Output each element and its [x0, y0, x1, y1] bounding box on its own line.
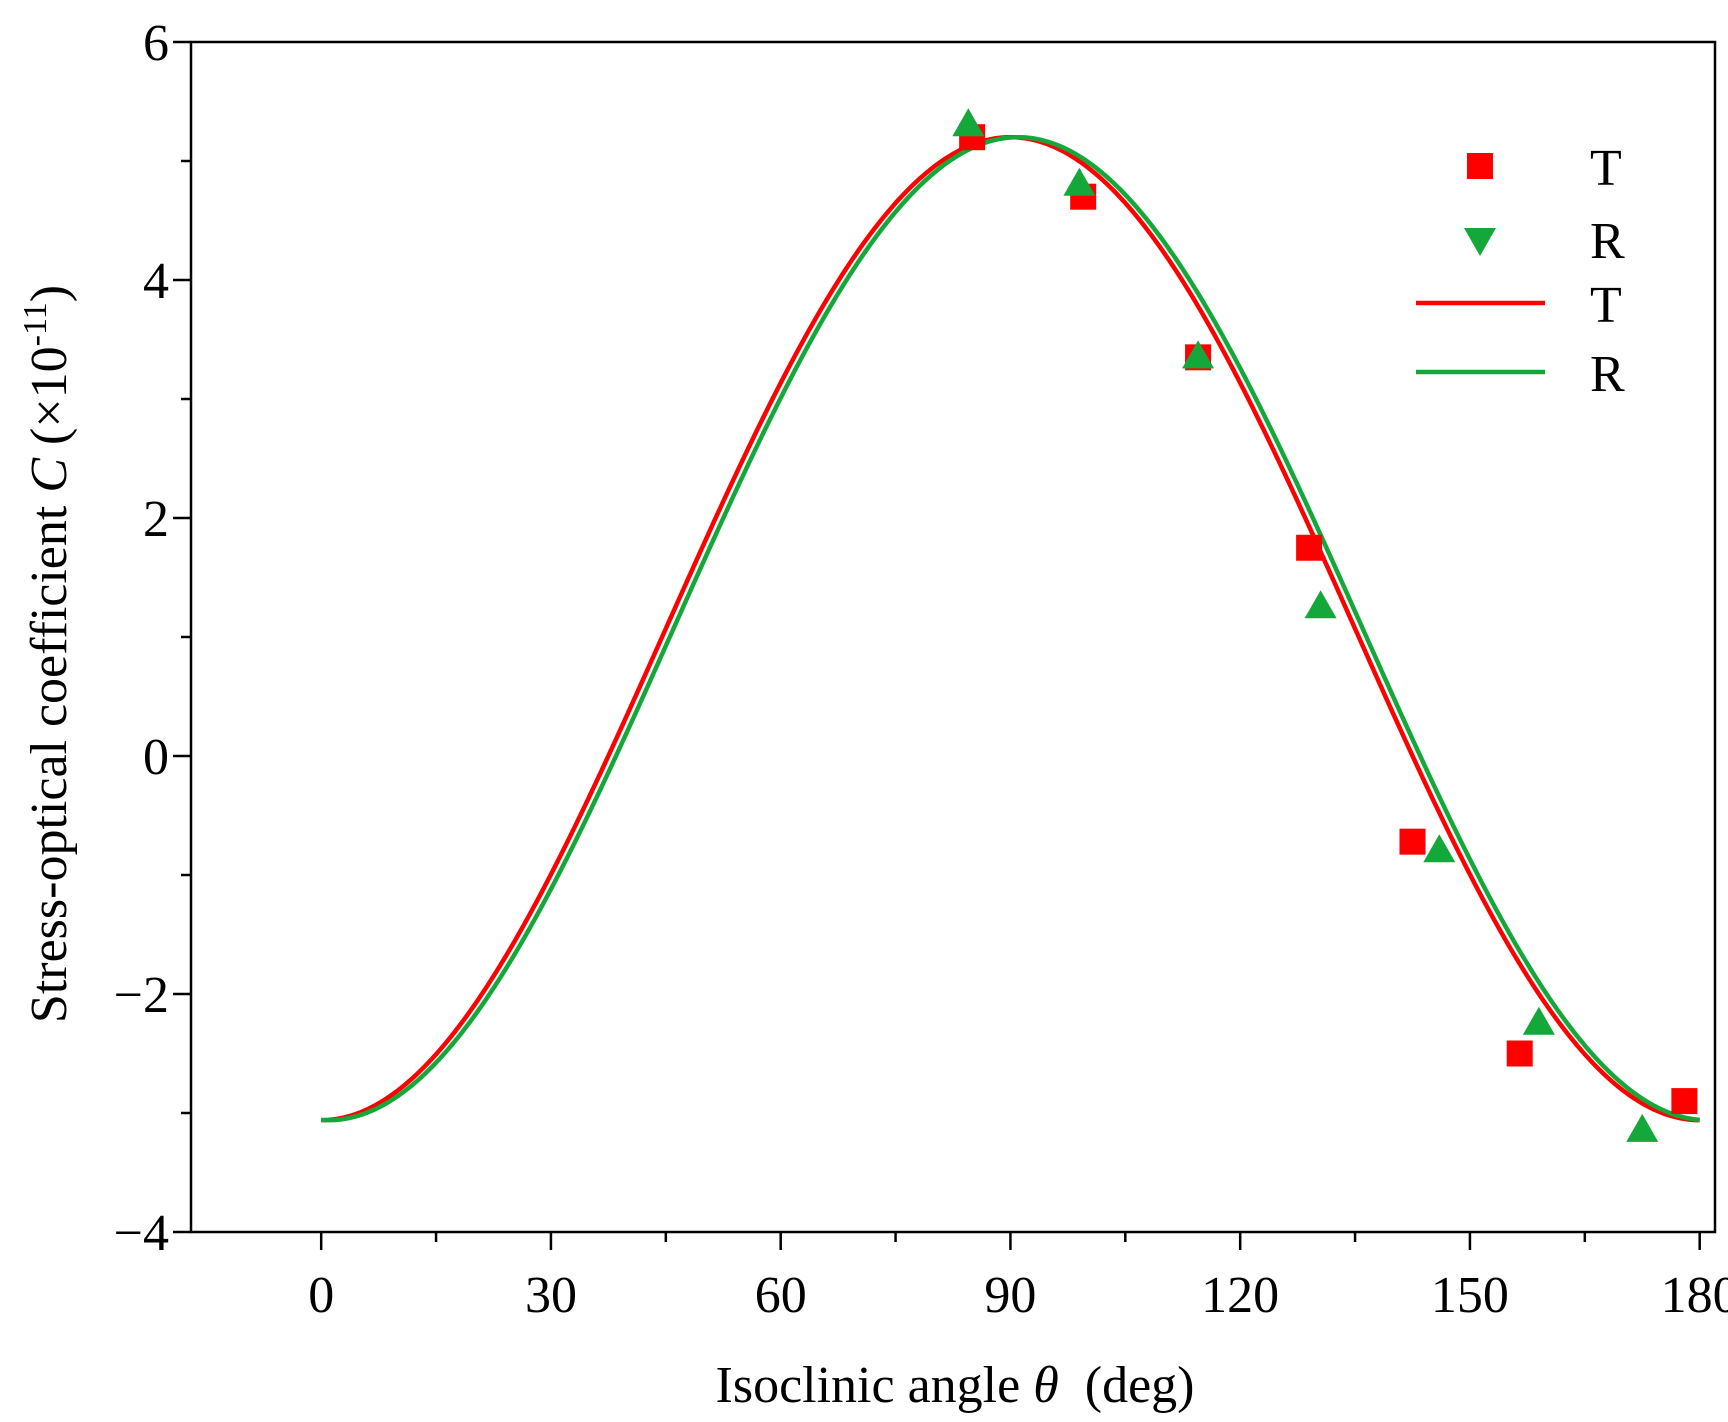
x-tick-label: 150	[1431, 1267, 1509, 1324]
data-point-r	[1304, 590, 1337, 619]
legend-item-line-t: T	[1416, 277, 1622, 334]
data-point-r	[1522, 1006, 1555, 1035]
data-point-t	[1399, 828, 1426, 855]
y-tick-label: −4	[114, 1205, 169, 1262]
data-point-t	[1671, 1088, 1698, 1115]
legend-label: T	[1590, 277, 1622, 334]
legend-item-scatter-r: R	[1464, 213, 1625, 270]
x-axis-label: Isoclinic angle θ (deg)	[716, 1357, 1195, 1414]
x-tick-label: 120	[1201, 1267, 1279, 1324]
plot-frame	[189, 40, 1717, 1234]
data-point-r	[1423, 834, 1456, 863]
legend-marker-triangle	[1464, 228, 1496, 256]
legend-label: R	[1590, 213, 1625, 270]
y-axis: −4 −2 0 2 4 6	[114, 15, 191, 1262]
y-axis-label: Stress-optical coefficient C (×10-11)	[17, 285, 78, 1023]
data-point-t	[1296, 534, 1323, 561]
data-point-r	[1182, 340, 1215, 369]
x-tick-label: 30	[525, 1267, 577, 1324]
y-tick-label: 6	[143, 15, 169, 72]
plot-border	[189, 40, 1717, 1234]
x-tick-label: 0	[308, 1267, 334, 1324]
legend-label: T	[1590, 140, 1622, 197]
x-tick-label: 90	[984, 1267, 1036, 1324]
fit-curves	[321, 134, 1700, 1123]
y-tick-label: −2	[114, 967, 169, 1024]
data-point-r	[1626, 1113, 1659, 1142]
legend-label: R	[1590, 346, 1625, 403]
legend-item-scatter-t: T	[1467, 140, 1622, 197]
fit-curve-t	[321, 134, 1700, 1123]
data-markers	[952, 108, 1698, 1142]
legend-marker-square	[1467, 153, 1493, 179]
y-tick-label: 0	[143, 729, 169, 786]
data-point-r	[1063, 167, 1096, 196]
x-axis: 0 30 60 90 120 150 180	[308, 1232, 1728, 1324]
y-tick-label: 2	[143, 491, 169, 548]
x-tick-label: 180	[1661, 1267, 1728, 1324]
fit-curve-r	[321, 134, 1700, 1123]
x-tick-label: 60	[755, 1267, 807, 1324]
legend-item-line-r: R	[1416, 346, 1625, 403]
data-point-t	[1506, 1040, 1533, 1067]
y-tick-label: 4	[143, 253, 169, 310]
data-point-r	[952, 108, 985, 137]
